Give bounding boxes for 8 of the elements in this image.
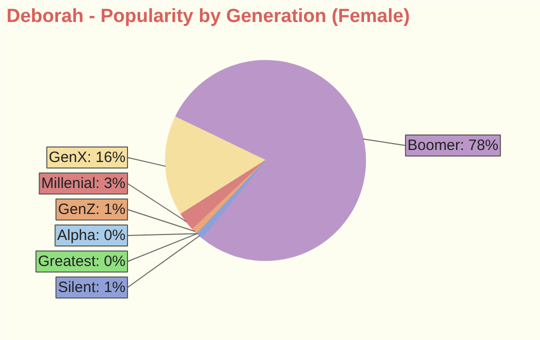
slice-label: Millenial: 3% bbox=[41, 175, 126, 192]
slice-label: GenZ: 1% bbox=[58, 201, 126, 218]
slice-label: Silent: 1% bbox=[58, 279, 126, 296]
legend-label: Alpha: 0% bbox=[57, 227, 126, 244]
chart-title: Deborah - Popularity by Generation (Female) bbox=[6, 6, 410, 27]
legend-label: Greatest: 0% bbox=[38, 253, 126, 270]
slice-label: Boomer: 78% bbox=[408, 137, 498, 154]
slice-label: GenX: 16% bbox=[48, 149, 126, 166]
